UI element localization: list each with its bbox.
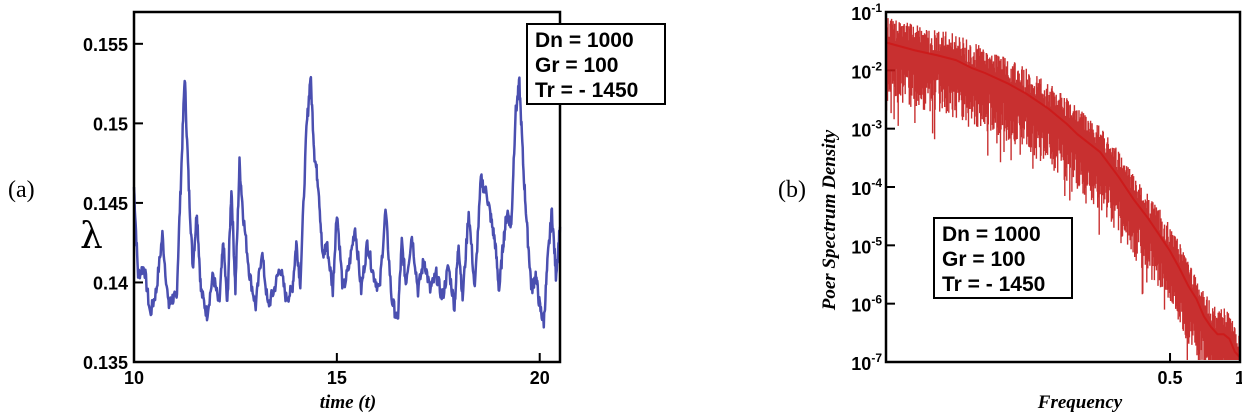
panel-b-legend-line-3: Tr = - 1450	[942, 273, 1045, 296]
panel-b-legend-line-2: Gr = 100	[942, 248, 1025, 271]
panel-b-legend-line-1: Dn = 1000	[942, 223, 1041, 246]
panel-a-label: (a)	[8, 177, 35, 203]
panel-b-y-tick-label: 10-5	[851, 234, 882, 257]
panel-a-series-line	[132, 75, 562, 329]
panel-a-x-tick-label: 15	[327, 368, 347, 388]
panel-b-label: (b)	[778, 177, 806, 203]
panel-a-legend-line-1: Dn = 1000	[535, 29, 634, 52]
panel-a-legend-line-3: Tr = - 1450	[535, 79, 638, 102]
panel-a-ylabel: λ	[80, 216, 103, 257]
panel-b-y-tick-label: 10-4	[851, 176, 882, 199]
panel-b-x-tick-label: 1	[1235, 368, 1242, 388]
panel-a-y-ticks: 0.135 0.14 0.145 0.15 0.155	[83, 35, 143, 373]
panel-a-y-tick-label: 0.15	[93, 114, 128, 134]
panel-b-noise-spikes	[885, 18, 1241, 360]
panel-b-y-tick-label: 10-2	[851, 59, 882, 82]
panel-b-y-tick-label: 10-1	[851, 1, 882, 24]
panel-b-noise-band	[885, 18, 1241, 360]
panel-a-legend-box: Dn = 1000 Gr = 100 Tr = - 1450	[526, 23, 666, 105]
panel-a-y-tick-label: 0.135	[83, 353, 128, 373]
panel-b-xlabel: Frequency	[1037, 392, 1123, 413]
panel-b-x-tick-label: 0.5	[1158, 368, 1183, 388]
panel-b-plot-frame	[884, 10, 1242, 364]
panel-a-x-tick-label: 20	[530, 368, 550, 388]
panel-a-plot-frame	[132, 10, 562, 364]
panel-b-y-tick-label: 10-3	[851, 118, 882, 141]
panel-a-xlabel: time (t)	[320, 392, 376, 413]
panel-b-series-line	[885, 41, 1241, 359]
panel-a-y-tick-label: 0.155	[83, 35, 128, 55]
panel-b-y-tick-label: 10-7	[851, 351, 882, 374]
panel-b-y-tick-label: 10-6	[851, 293, 882, 316]
panel-a-x-ticks: 10 15 20	[124, 353, 550, 388]
panel-a-y-tick-label: 0.14	[93, 273, 128, 293]
panel-a-x-tick-label: 10	[124, 368, 144, 388]
panel-b-legend-box: Dn = 1000 Gr = 100 Tr = - 1450	[933, 217, 1073, 299]
panel-a-legend-frame	[526, 23, 666, 105]
panel-b-ylabel: Poer Spectrum Density	[819, 129, 840, 311]
panel-a-y-tick-label: 0.145	[83, 194, 128, 214]
panel-b-legend-frame	[933, 217, 1073, 299]
panel-a-legend-line-2: Gr = 100	[535, 54, 618, 77]
